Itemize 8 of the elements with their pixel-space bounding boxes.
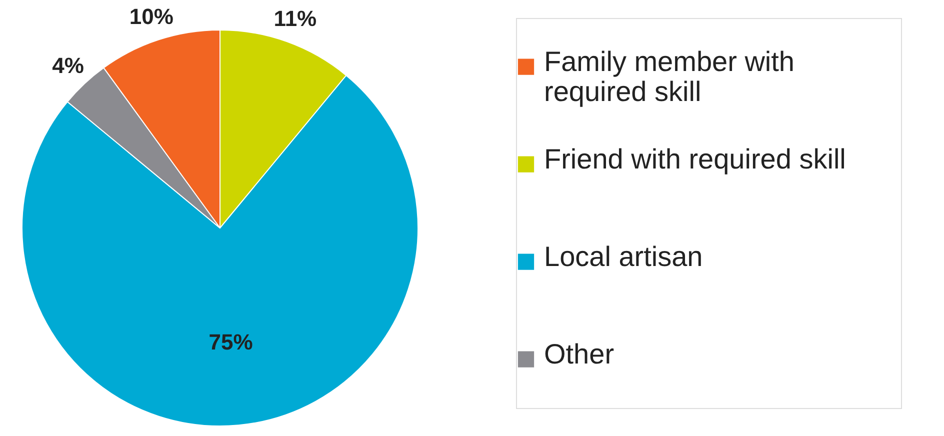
data-label: 11%	[274, 6, 317, 32]
data-label: 4%	[52, 53, 84, 78]
legend-label: Other	[544, 338, 614, 370]
legend-label: Family member with required skill	[544, 46, 794, 107]
legend-label: Friend with required skill	[544, 143, 846, 174]
data-label: 10%	[129, 4, 174, 29]
data-label: 75%	[208, 329, 253, 354]
legend-label: Local artisan	[544, 240, 703, 272]
